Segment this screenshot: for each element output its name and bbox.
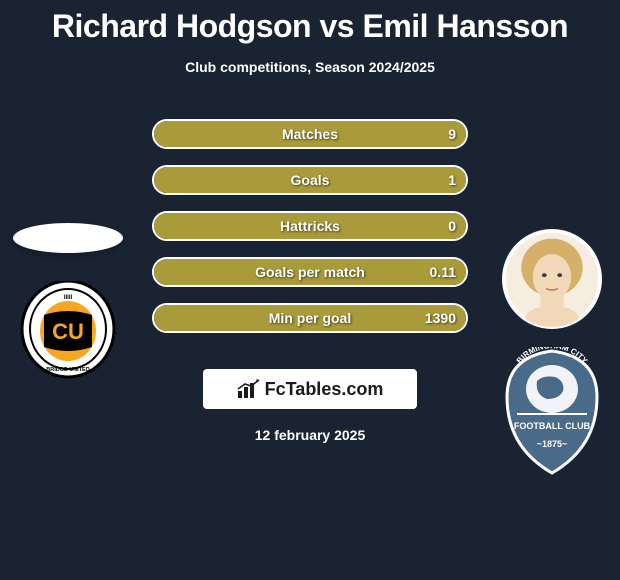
stat-row: Hattricks 0 xyxy=(152,211,468,241)
stat-right-value: 0 xyxy=(448,218,456,234)
footer-logo: FcTables.com xyxy=(203,369,417,409)
svg-text:-BRIDGE UNITED-: -BRIDGE UNITED- xyxy=(44,367,91,373)
title-player2: Emil Hansson xyxy=(362,8,568,44)
stat-label: Matches xyxy=(282,126,338,142)
stat-right-value: 9 xyxy=(448,126,456,142)
left-side-stack: IIIII CU -BRIDGE UNITED- xyxy=(8,223,128,391)
stat-bar: Matches 9 xyxy=(152,119,468,149)
stat-label: Goals per match xyxy=(255,264,365,280)
stat-row: Matches 9 xyxy=(152,119,468,149)
date-line: 12 february 2025 xyxy=(0,427,620,443)
svg-text:CU: CU xyxy=(52,319,84,344)
player1-club-badge: IIIII CU -BRIDGE UNITED- xyxy=(18,281,118,391)
title-player1: Richard Hodgson xyxy=(52,8,311,44)
stat-row: Goals 1 xyxy=(152,165,468,195)
chart-icon xyxy=(237,379,261,399)
stat-row: Goals per match 0.11 xyxy=(152,257,468,287)
svg-text:IIIII: IIIII xyxy=(64,295,73,301)
stat-row: Min per goal 1390 xyxy=(152,303,468,333)
player2-club-badge: BIRMINGHAM CITY FOOTBALL CLUB ~1875~ xyxy=(497,347,607,477)
stat-bar: Hattricks 0 xyxy=(152,211,468,241)
stat-right-value: 0.11 xyxy=(430,264,456,280)
stat-label: Min per goal xyxy=(269,310,351,326)
footer-logo-text: FcTables.com xyxy=(265,379,384,400)
stat-label: Hattricks xyxy=(280,218,340,234)
page-title: Richard Hodgson vs Emil Hansson xyxy=(0,0,620,45)
bars-container: Matches 9 Goals 1 Hattricks 0 xyxy=(152,111,468,333)
title-vs: vs xyxy=(319,8,354,44)
stat-label: Goals xyxy=(291,172,330,188)
subtitle: Club competitions, Season 2024/2025 xyxy=(0,59,620,75)
stat-bar: Min per goal 1390 xyxy=(152,303,468,333)
stat-bar: Goals per match 0.11 xyxy=(152,257,468,287)
stats-area: IIIII CU -BRIDGE UNITED- BIRMINGHAM CITY xyxy=(0,111,620,333)
stat-right-value: 1390 xyxy=(425,310,456,326)
player2-avatar xyxy=(502,229,602,329)
stat-bar: Goals 1 xyxy=(152,165,468,195)
player1-avatar xyxy=(13,223,123,253)
stat-right-value: 1 xyxy=(448,172,456,188)
